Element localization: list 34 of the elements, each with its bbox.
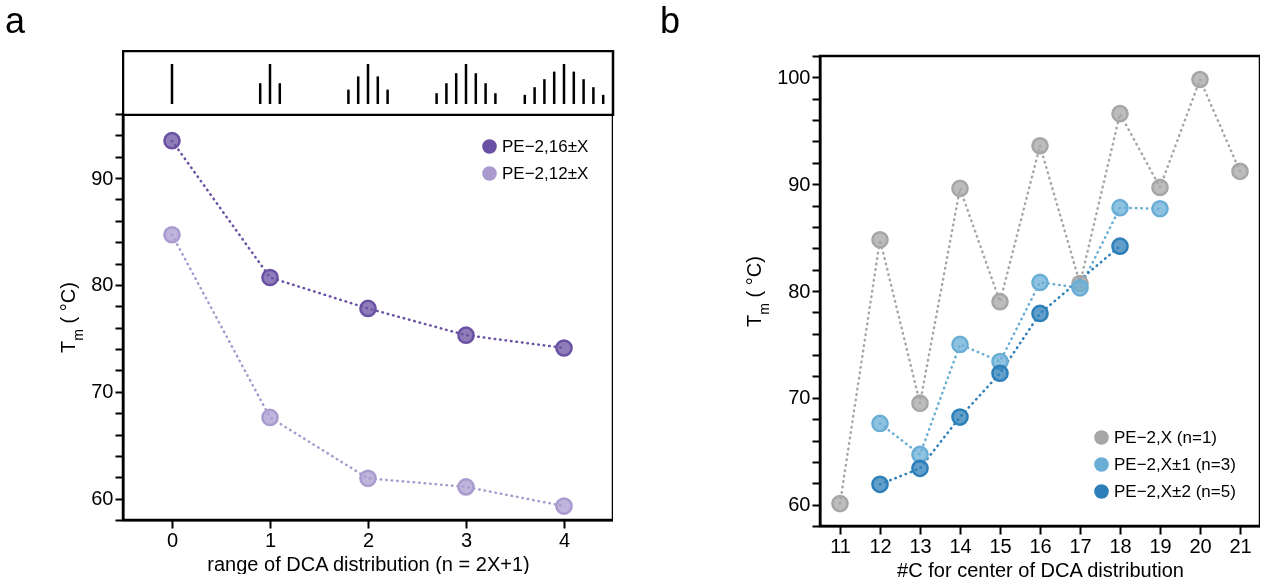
y-tick-label: 60: [788, 493, 811, 516]
chart-title: b: [660, 0, 681, 41]
x-tick-label: 12: [869, 534, 892, 557]
y-tick-label: 100: [777, 65, 811, 88]
x-tick-label: 14: [949, 534, 972, 557]
x-axis-title: range of DCA distribution (n = 2X+1): [207, 552, 530, 575]
x-tick-label: 20: [1189, 534, 1212, 557]
y-tick-label: 70: [91, 380, 114, 403]
y-tick-label: 90: [788, 172, 811, 195]
x-tick-label: 1: [264, 528, 277, 551]
legend-label: PE−2,X±2 (n=5): [1114, 481, 1236, 501]
y-tick-label: 70: [788, 386, 811, 409]
legend-label: PE−2,16±X: [502, 136, 589, 156]
x-tick-label: 21: [1229, 534, 1252, 557]
x-tick-label: 18: [1109, 534, 1132, 557]
y-tick-label: 60: [91, 487, 114, 510]
x-axis-title: #C for center of DCA distribution: [897, 558, 1184, 581]
x-tick-label: 15: [989, 534, 1012, 557]
x-tick-label: 13: [909, 534, 932, 557]
y-tick-label: 90: [91, 166, 114, 189]
x-tick-label: 11: [830, 534, 851, 557]
x-tick-label: 4: [558, 528, 571, 551]
x-tick-label: 17: [1069, 534, 1092, 557]
chart-title: a: [5, 0, 26, 41]
x-tick-label: 16: [1029, 534, 1052, 557]
y-tick-label: 80: [788, 279, 811, 302]
legend-label: PE−2,X±1 (n=3): [1114, 454, 1236, 474]
x-tick-label: 0: [166, 528, 179, 551]
legend-label: PE−2,12±X: [502, 163, 589, 183]
x-tick-label: 2: [362, 528, 375, 551]
legend-label: PE−2,X (n=1): [1114, 427, 1218, 447]
x-tick-label: 19: [1149, 534, 1172, 557]
y-tick-label: 80: [91, 273, 114, 296]
x-tick-label: 3: [460, 528, 473, 551]
